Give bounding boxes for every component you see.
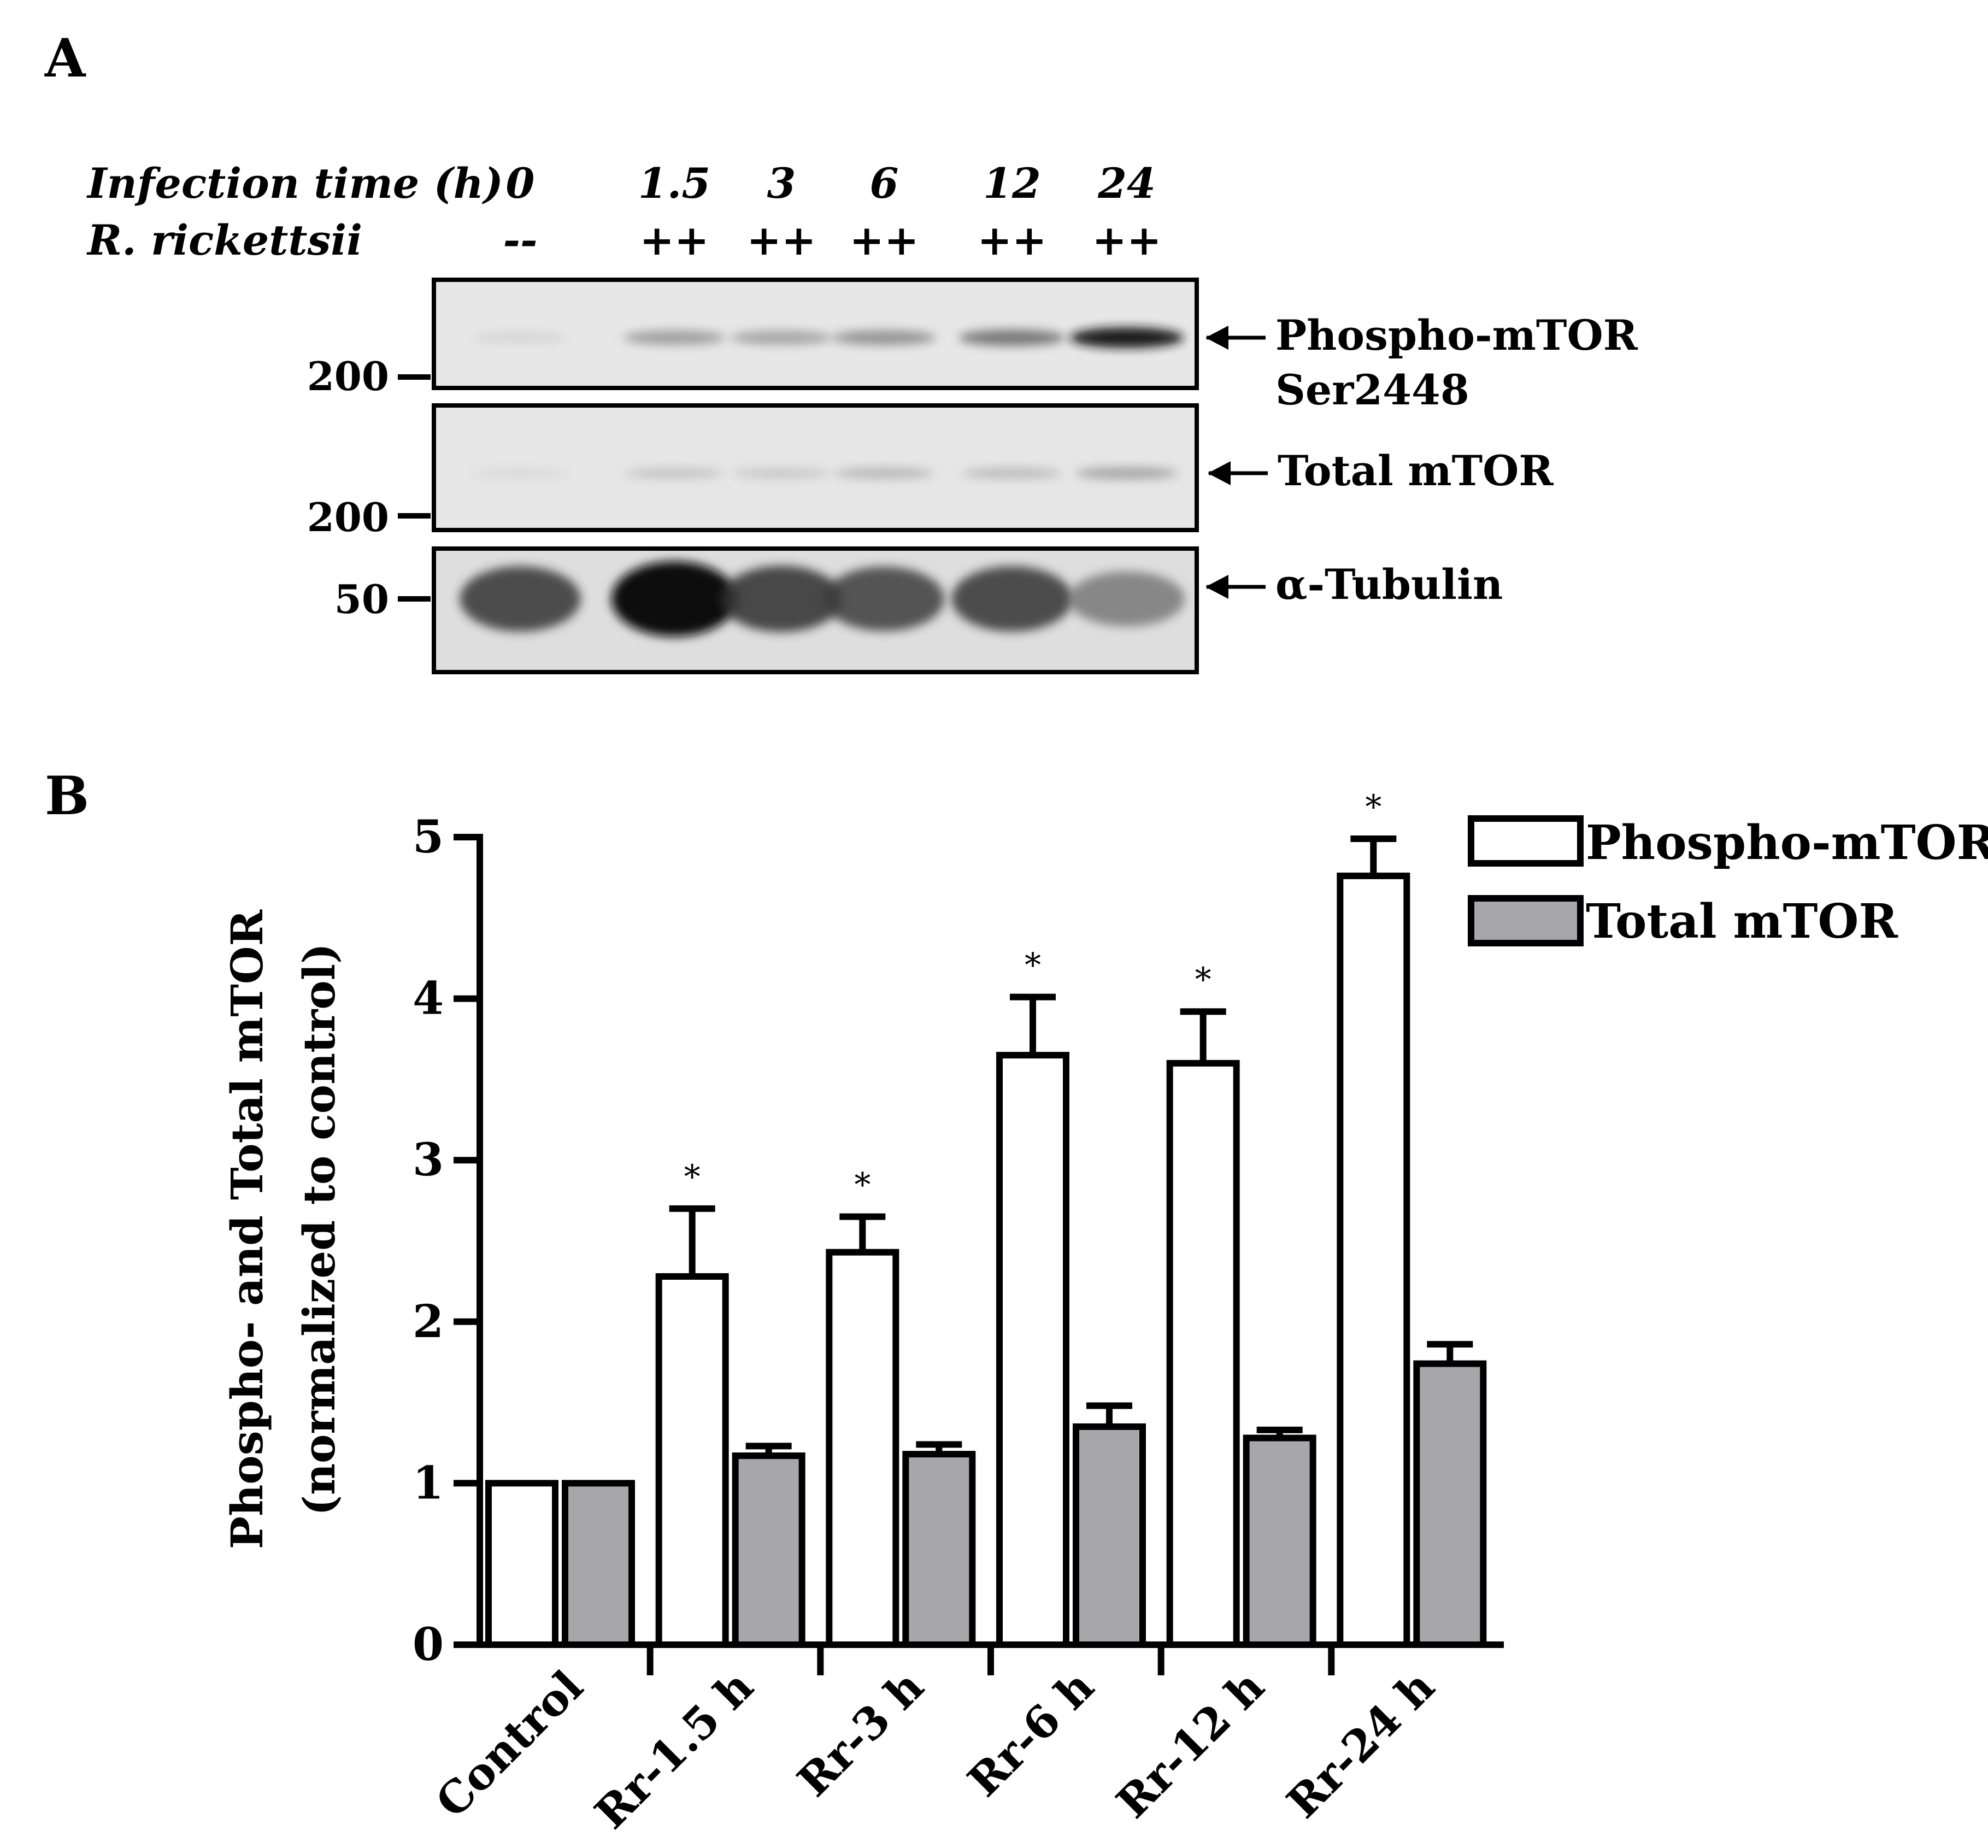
y-tick-label-5: 5: [413, 811, 444, 863]
legend: Phospho-mTOR Total mTOR: [1468, 815, 1988, 949]
chart-axes: [477, 834, 1504, 1675]
band-1-3: [834, 468, 934, 479]
y-tick-label-3: 3: [413, 1134, 444, 1186]
blot-alpha-tubulin-bands: [460, 561, 1185, 637]
lane-treatment-1: ++: [639, 216, 709, 264]
y-axis-label-line2: (normalized to control): [293, 943, 345, 1516]
bar-1-5: [1413, 1360, 1487, 1648]
arrowhead-alpha-tubulin: [1205, 575, 1228, 599]
significance-marker-0-1: *: [684, 1158, 701, 1196]
bar-1-1: [732, 1452, 805, 1648]
band-2-2: [721, 566, 842, 632]
lane-treatment-3: ++: [849, 216, 919, 264]
lane-time-0: 0: [506, 159, 535, 208]
band-0-2: [730, 331, 833, 345]
lane-treatment-2: ++: [746, 216, 816, 264]
lane-treatment-4: ++: [977, 216, 1046, 264]
legend-swatch-phospho-mtor: [1468, 815, 1584, 867]
mw-marker-200-b: 200: [307, 494, 389, 540]
bar-0-1: [655, 1273, 729, 1648]
bar-1-0: [562, 1480, 635, 1648]
band-0-1: [623, 330, 726, 345]
significance-marker-0-2: *: [854, 1166, 871, 1204]
bar-0-2: [826, 1249, 899, 1648]
significance-marker-0-4: *: [1195, 961, 1211, 999]
legend-label-total-mtor: Total mTOR: [1586, 894, 1898, 949]
bar-1-2: [902, 1451, 976, 1648]
band-1-4: [962, 468, 1062, 479]
band-0-3: [832, 330, 936, 345]
blot-alpha-tubulin: 50 α-Tubulin: [334, 546, 1503, 674]
band-0-5: [1070, 327, 1184, 348]
blot-phospho-mtor: 200 Phospho-mTOR Ser2448: [307, 278, 1638, 414]
lane-time-2: 3: [767, 159, 796, 208]
y-tick-label-0: 0: [413, 1619, 444, 1671]
y-tick-label-1: 1: [413, 1457, 444, 1509]
band-1-2: [732, 468, 831, 478]
lane-treatment-5: ++: [1092, 216, 1161, 264]
band-2-3: [824, 566, 945, 632]
arrowhead-total-mtor: [1208, 461, 1231, 485]
band-2-5: [1069, 571, 1185, 627]
band-1-1: [625, 468, 724, 479]
infection-time-label: Infection time (h): [86, 159, 503, 208]
x-category-label-2: Rr-3 h: [787, 1661, 933, 1806]
band-1-0: [473, 469, 568, 478]
blot-label-ser2448: Ser2448: [1275, 366, 1469, 414]
panel-a: A Infection time (h) R. rickettsii 0 -- 1.…: [44, 27, 1638, 674]
y-axis-label: Phospho- and Total mTOR (normalized to c…: [221, 909, 345, 1549]
lane-time-5: 24: [1097, 159, 1156, 208]
significance-marker-0-5: *: [1365, 788, 1381, 826]
lane-time-4: 12: [983, 159, 1041, 208]
band-2-0: [460, 566, 581, 632]
bar-1-3: [1073, 1423, 1146, 1648]
panel-a-letter: A: [44, 27, 86, 89]
bar-0-5: [1337, 872, 1410, 1648]
bar-0-0: [485, 1480, 558, 1648]
y-tick-label-2: 2: [413, 1296, 444, 1348]
panel-b: B Phospho- and Total mTOR (normalized to…: [45, 765, 1988, 1839]
y-axis-label-line1: Phospho- and Total mTOR: [221, 909, 273, 1549]
band-2-4: [951, 566, 1073, 632]
mw-marker-200-a: 200: [307, 353, 389, 399]
blot-total-mtor-frame: [432, 403, 1199, 532]
lane-headers: 0 -- 1.5 ++ 3 ++ 6 ++ 12 ++ 24 ++: [503, 159, 1161, 264]
y-tick-label-4: 4: [413, 973, 444, 1025]
x-category-label-4: Rr-12 h: [1107, 1661, 1274, 1828]
blot-label-phospho-mtor: Phospho-mTOR: [1275, 311, 1638, 360]
panel-b-letter: B: [45, 765, 89, 827]
blot-label-alpha-tubulin: α-Tubulin: [1275, 560, 1503, 609]
band-1-5: [1075, 467, 1178, 479]
band-0-4: [958, 329, 1066, 346]
lane-treatment-0: --: [503, 216, 537, 264]
x-category-label-3: Rr-6 h: [958, 1661, 1104, 1806]
bar-marks: * * * * *: [485, 788, 1487, 1649]
blot-total-mtor: 200 Total mTOR: [307, 403, 1554, 540]
y-tick-labels: 0 1 2 3 4 5: [413, 811, 480, 1671]
legend-swatch-total-mtor: [1468, 895, 1584, 946]
band-0-0: [472, 332, 568, 343]
bar-0-4: [1166, 1060, 1240, 1648]
x-category-label-0: Control: [426, 1661, 593, 1828]
arrowhead-phospho-mtor: [1205, 326, 1228, 350]
r-rickettsii-label: R. rickettsii: [86, 216, 362, 264]
bar-1-4: [1243, 1434, 1316, 1649]
blot-total-mtor-bg: [434, 405, 1197, 530]
significance-marker-0-3: *: [1025, 946, 1041, 985]
x-category-label-1: Rr-1.5 h: [585, 1661, 763, 1839]
x-category-label-5: Rr-24 h: [1277, 1661, 1444, 1828]
legend-label-phospho-mtor: Phospho-mTOR: [1586, 815, 1988, 870]
band-2-1: [611, 561, 737, 637]
blot-alpha-tubulin-frame: [432, 546, 1199, 674]
blot-phospho-mtor-frame: [432, 278, 1199, 390]
lane-time-1: 1.5: [638, 159, 710, 208]
blot-label-total-mtor: Total mTOR: [1278, 446, 1554, 495]
blot-phospho-mtor-bands: [472, 327, 1184, 348]
blot-total-mtor-bands: [473, 467, 1178, 479]
bar-0-3: [996, 1052, 1069, 1648]
lane-time-3: 6: [870, 159, 899, 208]
mw-marker-50: 50: [334, 576, 389, 622]
